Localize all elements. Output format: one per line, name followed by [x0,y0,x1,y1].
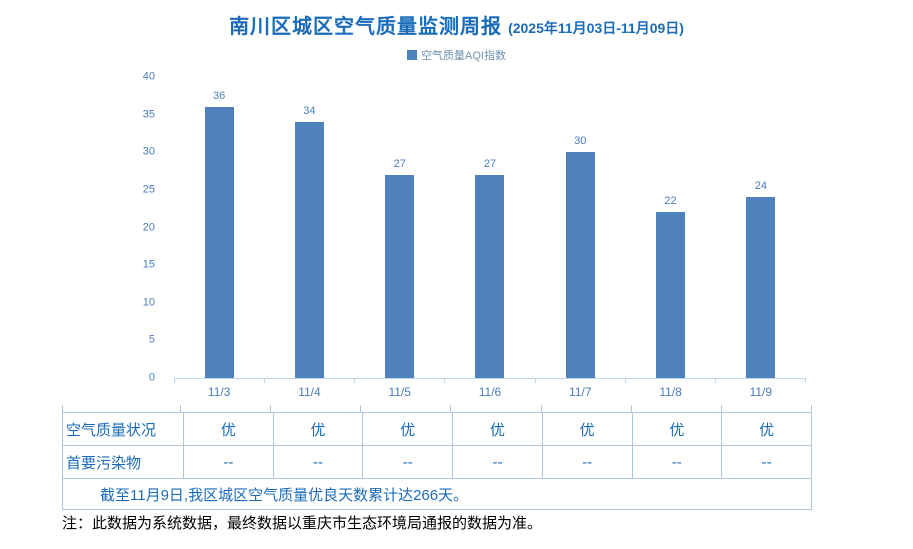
table-cell: -- [721,445,812,479]
bar-column: 22 [625,77,715,378]
x-axis-tick [264,378,354,383]
bar-value-label: 27 [393,157,406,170]
table-cell: 优 [631,412,723,446]
page-title-date-range: (2025年11月03日-11月09日) [508,20,684,36]
x-axis-label: 11/7 [569,385,592,399]
page-title: 南川区城区空气质量监测周报 [229,16,503,38]
bar-column: 34 [264,77,354,378]
y-axis-label: 15 [142,258,155,271]
aqi-bar [294,122,324,378]
x-axis-tick [534,378,625,383]
aqi-bar [385,174,415,378]
y-axis: 0 5 10 15 20 25 30 35 40 [110,71,155,383]
table-top-tick [630,405,721,412]
table-cell: -- [362,445,454,479]
table-cell: -- [631,445,723,479]
x-axis-tick [624,378,715,383]
summary-text: 截至11月9日,我区城区空气质量优良天数累计达266天。 [62,478,812,510]
aqi-table-body: 空气质量状况优优优优优优优首要污染物 -- -- -- -- -- -- -- 截至11月9日,… [62,412,812,510]
y-axis-label: 10 [142,296,155,309]
table-top-tick [720,405,812,412]
y-axis-label: 0 [148,371,155,384]
x-axis-label: 11/9 [749,385,773,399]
legend-swatch-icon [407,50,418,60]
x-axis-label: 11/4 [298,385,321,399]
bar-column: 30 [535,77,625,378]
bar-column: 24 [716,77,806,378]
x-axis-tick [444,378,534,383]
table-top-tick [270,405,360,412]
row-label: 空气质量状况 [62,412,184,446]
table-top-tick [360,405,450,412]
chart-legend: 空气质量AQI指数 [0,47,913,63]
table-cell: -- [183,445,274,479]
x-axis-tick [174,378,264,383]
table-top-tick [540,405,631,412]
table-top-tick [450,405,540,412]
summary-row: 截至11月9日,我区城区空气质量优良天数累计达266天。 [62,478,812,510]
aqi-bar [565,152,595,378]
x-axis-ticks [174,378,806,383]
table-cell: 优 [721,412,812,446]
y-axis-label: 25 [142,183,155,196]
x-axis-label: 11/6 [478,385,502,399]
table-top-ticks [62,405,812,412]
table-cell: -- [541,445,633,479]
y-axis-label: 40 [142,70,155,83]
bar-column: 27 [445,77,535,378]
x-axis-label: 11/8 [659,385,682,399]
plot-area: 36 34 27 27 30 22 24 [174,77,806,379]
x-axis-label: 11/3 [207,385,231,399]
table-cell: 优 [541,412,633,446]
aqi-bar [656,212,686,378]
y-axis-label: 5 [148,333,155,346]
x-axis-label: 11/5 [388,385,411,399]
table-row: 空气质量状况优优优优优优优 [62,412,812,446]
table-row: 首要污染物 -- -- -- -- -- -- -- [62,445,812,479]
legend-label: 空气质量AQI指数 [421,50,506,62]
bar-value-label: 27 [483,157,497,170]
aqi-status-table: 空气质量状况优优优优优优优首要污染物 -- -- -- -- -- -- -- 截至11月9日,… [62,412,812,510]
y-axis-label: 30 [142,145,155,158]
x-axis-tick [714,378,806,383]
bar-value-label: 22 [664,195,677,208]
table-cell: -- [272,445,364,479]
bar-value-label: 34 [303,105,316,118]
aqi-bar [204,107,234,378]
y-axis-label: 20 [142,221,155,233]
table-cell: 优 [183,412,274,446]
table-cell: 优 [452,412,543,446]
report-title-row: 南川区城区空气质量监测周报 (2025年11月03日-11月09日) [0,10,913,39]
table-cell: 优 [272,412,364,446]
bar-value-label: 36 [213,90,226,103]
bar-value-label: 24 [754,180,767,193]
table-cell: -- [452,445,543,479]
y-axis-label: 35 [142,108,155,121]
table-top-tick [62,405,180,412]
bar-value-label: 30 [574,135,587,148]
footnote: 注：此数据为系统数据，最终数据以重庆市生态环境局通报的数据为准。 [62,515,543,532]
table-top-tick [180,405,270,412]
row-label: 首要污染物 [62,445,184,479]
x-axis-labels: 11/3 11/4 11/5 11/6 11/7 11/8 11/9 [174,385,806,399]
table-cell: 优 [362,412,454,446]
aqi-bar [746,197,776,378]
aqi-bar [475,174,505,378]
bar-column: 27 [355,77,445,378]
bar-column: 36 [174,77,264,378]
x-axis-tick [354,378,444,383]
